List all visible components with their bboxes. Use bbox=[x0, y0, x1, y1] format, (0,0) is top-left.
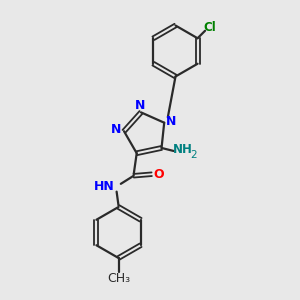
Text: N: N bbox=[135, 99, 145, 112]
Text: NH: NH bbox=[172, 143, 193, 156]
Text: N: N bbox=[111, 123, 122, 136]
Text: 2: 2 bbox=[190, 151, 197, 160]
Text: HN: HN bbox=[94, 180, 114, 193]
Text: O: O bbox=[153, 168, 164, 181]
Text: N: N bbox=[166, 115, 176, 128]
Text: CH₃: CH₃ bbox=[107, 272, 130, 286]
Text: Cl: Cl bbox=[203, 21, 216, 34]
